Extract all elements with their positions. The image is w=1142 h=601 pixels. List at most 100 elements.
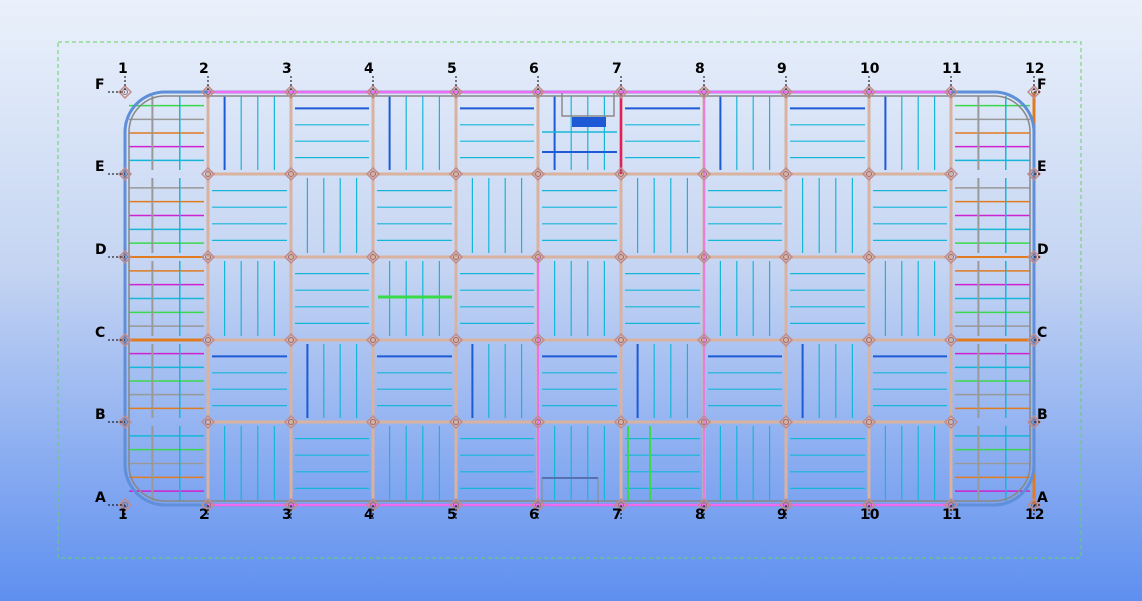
column-center [122, 171, 128, 177]
perimeter-edge [123, 90, 1036, 507]
column-center [618, 171, 624, 177]
column-center [122, 254, 128, 260]
column-center [122, 419, 128, 425]
column [778, 414, 794, 430]
grid-label-col-3: 3 [282, 507, 292, 523]
perimeter-frame [123, 90, 1036, 507]
column-center [948, 254, 954, 260]
column [613, 249, 629, 265]
grid-label-row-E: E [95, 159, 105, 175]
grid-label-row-B: B [95, 407, 106, 423]
column-center [701, 337, 707, 343]
column [448, 414, 464, 430]
column-center [948, 171, 954, 177]
column [943, 249, 959, 265]
column [1026, 332, 1042, 348]
column-center [453, 254, 459, 260]
column-center [948, 502, 954, 508]
grid-label-row-A: A [1037, 490, 1048, 506]
grid-label-col-12: 12 [1025, 61, 1044, 77]
column [200, 84, 216, 100]
grid-label-col-6: 6 [529, 61, 539, 77]
column-center [618, 502, 624, 508]
grid-label-col-10: 10 [860, 61, 880, 77]
column-center [122, 337, 128, 343]
column-center [535, 171, 541, 177]
column [696, 332, 712, 348]
column [943, 332, 959, 348]
column-center [453, 171, 459, 177]
grid-label-col-5: 5 [447, 507, 457, 523]
grid-label-col-2: 2 [199, 507, 209, 523]
grid-label-col-5: 5 [447, 61, 457, 77]
grid-label-col-8: 8 [695, 61, 705, 77]
column [448, 249, 464, 265]
column [1026, 249, 1042, 265]
column-center [535, 502, 541, 508]
column [778, 166, 794, 182]
column [696, 249, 712, 265]
grid-label-row-D: D [1037, 242, 1049, 258]
column [117, 84, 133, 100]
column [200, 249, 216, 265]
column-center [1031, 171, 1037, 177]
grid-label-row-C: C [1037, 325, 1047, 341]
grid-label-col-8: 8 [695, 507, 705, 523]
column-center [205, 254, 211, 260]
column [283, 249, 299, 265]
column-center [866, 337, 872, 343]
column-center [288, 254, 294, 260]
column-center [783, 254, 789, 260]
column [530, 414, 546, 430]
grid-label-row-A: A [95, 490, 106, 506]
column [530, 249, 546, 265]
column [778, 84, 794, 100]
column-center [866, 419, 872, 425]
column-center [288, 171, 294, 177]
bay-infill-members [212, 91, 947, 506]
grid-label-col-10: 10 [860, 507, 880, 523]
column [778, 249, 794, 265]
grid-label-col-7: 7 [612, 507, 622, 523]
column [696, 84, 712, 100]
grid-label-col-1: 1 [118, 61, 128, 77]
column-center [701, 171, 707, 177]
grid-beams [206, 90, 953, 507]
column [365, 414, 381, 430]
column-center [783, 419, 789, 425]
column-center [535, 254, 541, 260]
perimeter-inner [128, 95, 1031, 502]
column [861, 414, 877, 430]
grid-label-col-2: 2 [199, 61, 209, 77]
grid-label-col-12: 12 [1025, 507, 1044, 523]
column-center [1031, 254, 1037, 260]
grid-label-row-F: F [1037, 77, 1047, 93]
column [283, 84, 299, 100]
grid-label-row-E: E [1037, 159, 1047, 175]
column-center [453, 337, 459, 343]
column-center [205, 171, 211, 177]
grid-label-col-7: 7 [612, 61, 622, 77]
column [613, 84, 629, 100]
grid-label-row-D: D [95, 242, 107, 258]
grid-label-col-6: 6 [529, 507, 539, 523]
column-center [866, 171, 872, 177]
column-center [1031, 419, 1037, 425]
column-center [866, 502, 872, 508]
column-center [122, 502, 128, 508]
column [448, 166, 464, 182]
grid-label-col-1: 1 [118, 507, 128, 523]
grid-label-col-11: 11 [942, 61, 961, 77]
column-center [1031, 337, 1037, 343]
column-center [866, 254, 872, 260]
grid-label-col-9: 9 [777, 507, 787, 523]
column-center [701, 254, 707, 260]
column [200, 166, 216, 182]
column [117, 332, 133, 348]
column [530, 332, 546, 348]
column [861, 84, 877, 100]
column [448, 84, 464, 100]
column [696, 414, 712, 430]
